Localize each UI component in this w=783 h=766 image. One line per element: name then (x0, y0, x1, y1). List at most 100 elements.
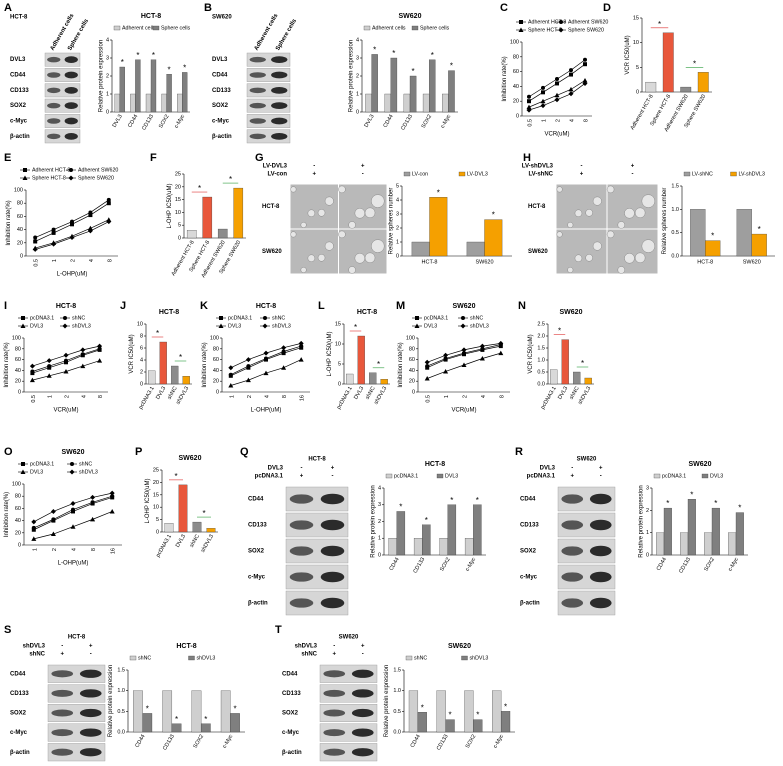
point (87, 228, 93, 234)
bar (369, 372, 377, 385)
x-tick-label: SOX2 (158, 114, 171, 130)
x-tick-label: SOX2 (193, 734, 206, 750)
point (245, 357, 251, 363)
bar (371, 54, 378, 113)
significance: * (711, 232, 714, 241)
significance: * (504, 702, 507, 711)
x-tick-label: CD133 (141, 114, 155, 132)
y-tick-label: 1.5 (537, 345, 545, 351)
blot-row-label: β-actin (10, 750, 30, 756)
chart-title: SW620 (399, 13, 422, 20)
blot-strip (319, 743, 378, 762)
blot-title: SW620 (212, 15, 232, 21)
image-row-label: HCT-8 (262, 204, 280, 210)
y-tick-label: 2 (140, 369, 143, 375)
y-tick-label: 40 (213, 368, 219, 374)
y-tick-label: 80 (213, 346, 219, 352)
blot-row-label: SOX2 (282, 711, 299, 717)
blot-band (320, 597, 345, 609)
x-tick-label: CD44 (410, 734, 422, 749)
y-tick-label: 1.0 (671, 207, 679, 213)
x-tick-label: CD44 (127, 114, 139, 129)
bar (464, 690, 474, 733)
point (219, 316, 223, 320)
x-tick-label: pcDNA3.1 (540, 386, 558, 411)
blot-band (289, 598, 314, 608)
y-tick-label: 20 (15, 379, 21, 385)
x-tick-label: CD133 (436, 734, 450, 752)
y-tick-label: 0.5 (393, 709, 401, 715)
point (21, 462, 25, 466)
y-tick-label: 60 (513, 69, 519, 75)
blot-band (289, 546, 314, 556)
bar (561, 339, 569, 385)
x-tick-label: 0.5 (31, 395, 37, 403)
x-tick-label: shNC (189, 534, 201, 549)
significance: * (373, 46, 376, 55)
x-tick-label: 8 (583, 119, 589, 122)
x-tick-label: 2 (52, 548, 58, 551)
point (64, 358, 68, 363)
point (479, 356, 485, 361)
y-tick-label: 0 (378, 552, 381, 558)
sphere-image (556, 184, 607, 229)
chart-title: HCT-8 (425, 461, 445, 468)
condition-sign: - (362, 172, 364, 178)
condition-sign: - (332, 474, 334, 480)
y-axis-label: Inhibition rate(%) (502, 56, 508, 101)
x-tick-label: c-Myc (493, 734, 506, 750)
bar (182, 72, 188, 113)
sphere (574, 209, 583, 217)
bar (220, 690, 231, 733)
condition-sign: - (61, 644, 63, 650)
blot-band (589, 493, 612, 505)
blot-band (561, 546, 584, 556)
legend-swatch (113, 25, 121, 31)
y-axis-label: L-OHP IC50(uM) (167, 184, 173, 229)
bar (442, 93, 449, 113)
blot-row-label: SOX2 (212, 103, 229, 109)
bar (365, 93, 372, 113)
panel-letter: A (4, 2, 12, 14)
y-axis-label: Inhibition rate(%) (6, 200, 12, 245)
blot-band (249, 72, 266, 78)
point (90, 516, 96, 522)
image-row-label: SW620 (262, 249, 282, 255)
image-row-label: HCT-8 (528, 204, 546, 210)
blot-row-label: c-Myc (282, 730, 300, 736)
blot-band (561, 520, 584, 530)
legend-label: Sphere SW620 (568, 27, 604, 33)
blot-row-label: β-actin (10, 134, 30, 140)
x-tick-label: 4 (89, 259, 95, 262)
bar (166, 74, 172, 113)
bar (119, 66, 125, 113)
condition-name: shNC (29, 652, 45, 658)
blot-band (51, 748, 74, 756)
bar (133, 690, 143, 733)
y-tick-label: 2 (356, 73, 359, 79)
point (88, 213, 93, 218)
point (21, 316, 25, 320)
y-tick-label: 20 (409, 379, 415, 385)
sphere (317, 254, 326, 262)
y-tick-label: 0 (178, 235, 181, 241)
y-axis-label: Relative protein expression (384, 665, 390, 737)
y-axis-label: Relative protein expression (370, 485, 376, 557)
condition-name: LV-con (267, 172, 287, 178)
bar (736, 209, 752, 257)
condition-sign: - (333, 644, 335, 650)
y-tick-label: 3 (646, 485, 649, 491)
condition-name: LV-shNC (528, 172, 553, 178)
point (97, 358, 103, 363)
sphere (324, 241, 334, 251)
y-tick-label: 5 (338, 361, 341, 367)
condition-sign: - (90, 652, 92, 658)
blot-row-label: c-Myc (10, 119, 28, 125)
point (46, 358, 52, 364)
blot-band (351, 689, 374, 698)
x-axis-label: VCR(uM) (545, 132, 570, 138)
bar (680, 86, 692, 93)
legend-swatch (653, 473, 661, 479)
blot-band (351, 728, 374, 737)
